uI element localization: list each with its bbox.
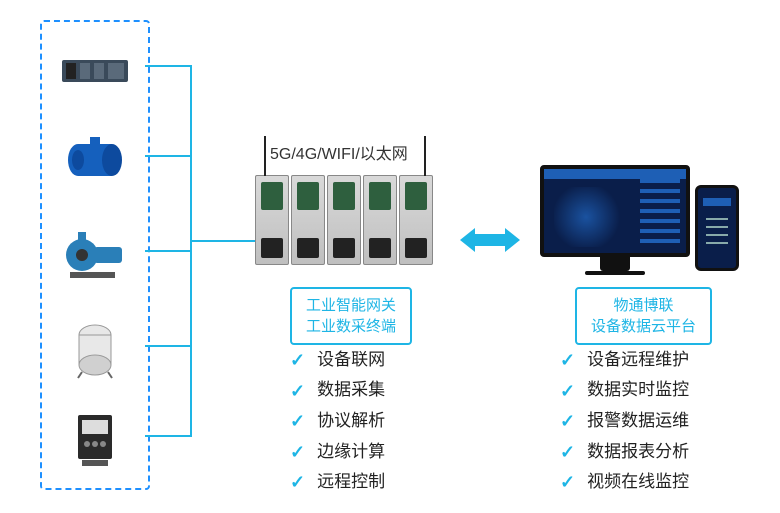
pump-icon [60,225,130,285]
flow-meter-icon [60,130,130,190]
gateway-label-line1: 工业智能网关 [306,295,396,316]
feature-text: 边缘计算 [317,438,385,467]
gateway-module [291,175,325,265]
gateway-module [363,175,397,265]
gateway-module [399,175,433,265]
network-label: 5G/4G/WIFI/以太网 [270,140,408,164]
gateway-label-box: 工业智能网关 工业数采终端 [290,287,412,345]
cloud-phone-icon [695,185,739,271]
gateway-cluster [255,175,433,265]
check-icon: ✓ [290,345,305,376]
gateway-label-line2: 工业数采终端 [306,316,396,337]
feature-item: ✓ 设备远程维护 [560,345,689,376]
connector-vertical-bus [190,65,192,437]
antenna-icon [424,136,426,176]
check-icon: ✓ [290,467,305,498]
gateway-feature-list: ✓ 设备联网 ✓ 数据采集 ✓ 协议解析 ✓ 边缘计算 ✓ 远程控制 [290,345,385,498]
feature-text: 远程控制 [317,468,385,497]
antenna-icon [264,136,266,176]
cloud-label-line2: 设备数据云平台 [591,316,696,337]
device-pump [55,220,135,290]
check-icon: ✓ [560,406,575,437]
feature-text: 数据报表分析 [587,438,689,467]
plc-icon [60,40,130,100]
double-arrow-icon [460,225,520,255]
feature-text: 协议解析 [317,407,385,436]
cloud-feature-list: ✓ 设备远程维护 ✓ 数据实时监控 ✓ 报警数据运维 ✓ 数据报表分析 ✓ 视频在线监控 [560,345,689,498]
connector-pump [145,250,190,252]
feature-item: ✓ 协议解析 [290,406,385,437]
check-icon: ✓ [290,437,305,468]
device-electric-meter [55,405,135,475]
feature-item: ✓ 报警数据运维 [560,406,689,437]
connector-flow [145,155,190,157]
meter-icon [60,410,130,470]
feature-item: ✓ 边缘计算 [290,437,385,468]
feature-item: ✓ 设备联网 [290,345,385,376]
feature-text: 报警数据运维 [587,407,689,436]
feature-text: 设备远程维护 [587,346,689,375]
feature-text: 数据采集 [317,376,385,405]
feature-item: ✓ 数据采集 [290,376,385,407]
cloud-monitor [540,165,690,275]
device-plc-controller [55,35,135,105]
gateway-module [327,175,361,265]
connector-tank [145,345,190,347]
connector-plc [145,65,190,67]
check-icon: ✓ [560,376,575,407]
feature-item: ✓ 远程控制 [290,467,385,498]
feature-item: ✓ 视频在线监控 [560,467,689,498]
cloud-label-box: 物通博联 设备数据云平台 [575,287,712,345]
check-icon: ✓ [290,376,305,407]
feature-text: 视频在线监控 [587,468,689,497]
feature-text: 数据实时监控 [587,376,689,405]
device-pressure-tank [55,315,135,385]
feature-item: ✓ 数据实时监控 [560,376,689,407]
gateway-module [255,175,289,265]
feature-item: ✓ 数据报表分析 [560,437,689,468]
check-icon: ✓ [560,345,575,376]
cloud-label-line1: 物通博联 [591,295,696,316]
tank-icon [60,320,130,380]
feature-text: 设备联网 [317,346,385,375]
connector-meter [145,435,190,437]
device-flow-meter [55,125,135,195]
monitor-screen-icon [540,165,690,257]
check-icon: ✓ [290,406,305,437]
check-icon: ✓ [560,437,575,468]
connector-bus-to-gateway [190,240,255,242]
check-icon: ✓ [560,467,575,498]
